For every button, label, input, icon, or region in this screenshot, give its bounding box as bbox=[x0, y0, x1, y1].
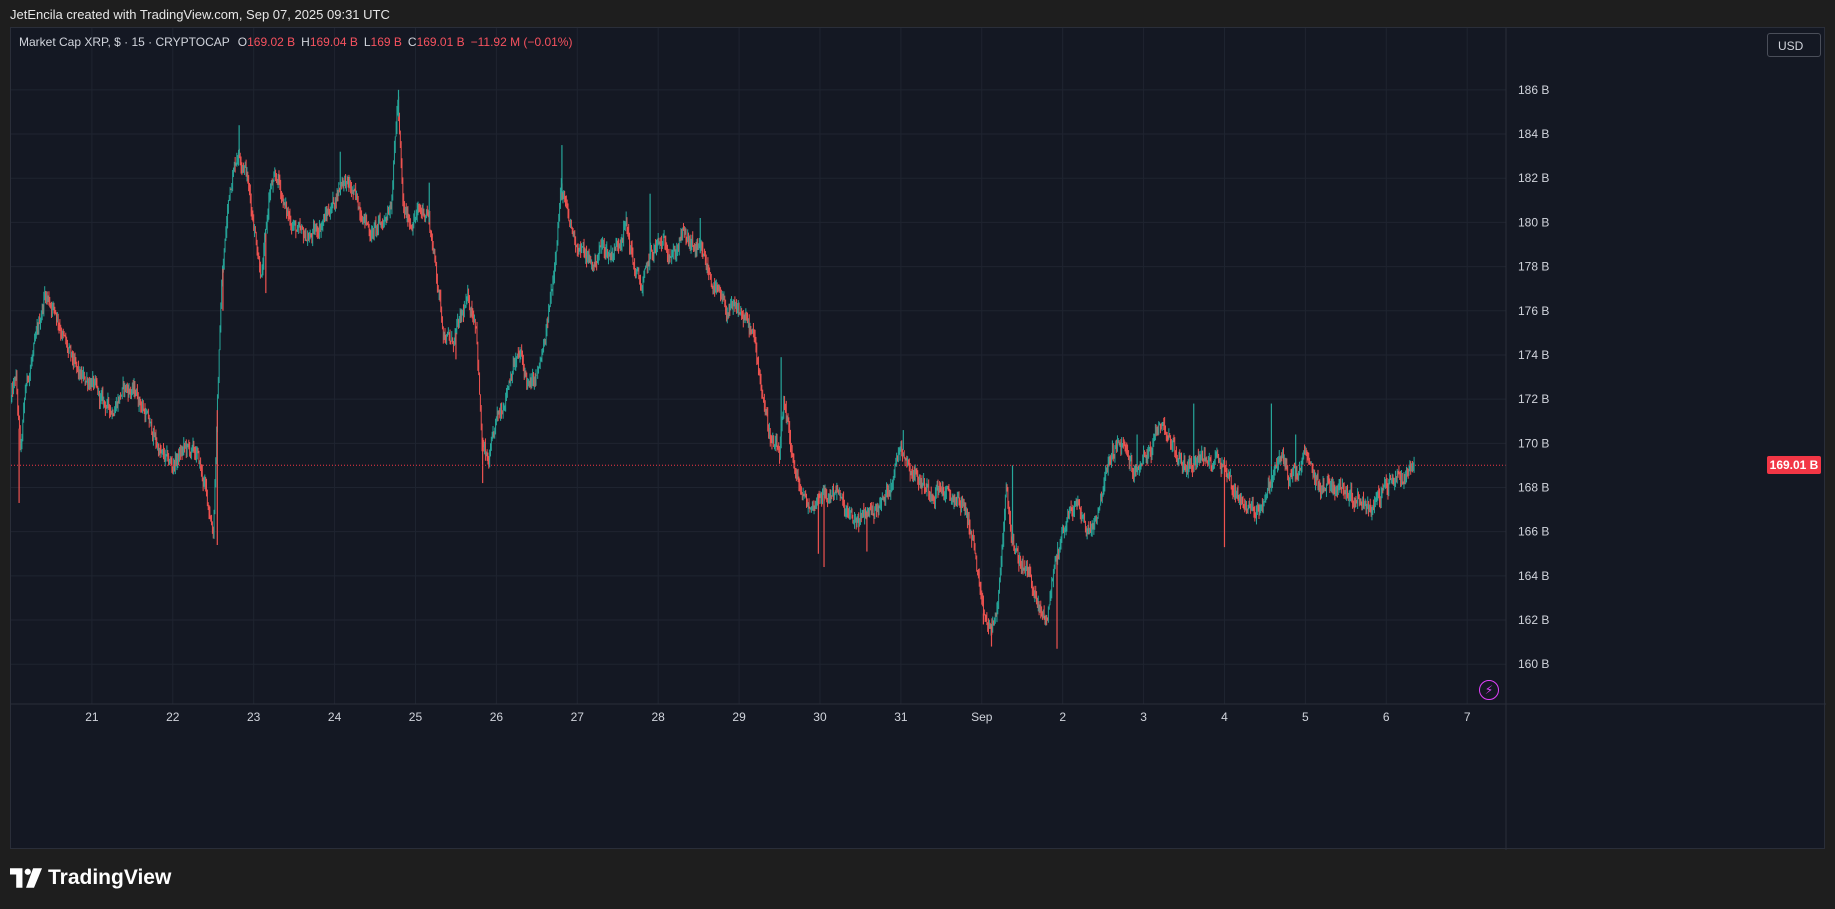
y-tick-label: 182 B bbox=[1518, 171, 1549, 185]
x-tick-label: 25 bbox=[409, 710, 423, 724]
open-value: 169.02 B bbox=[247, 35, 296, 49]
y-tick-label: 178 B bbox=[1518, 260, 1549, 274]
y-tick-label: 176 B bbox=[1518, 304, 1549, 318]
price-axis: 160 B 162 B 164 B 166 B 168 B 170 B 172 B 174 B… bbox=[11, 28, 1826, 850]
chart-area[interactable]: 160 B 162 B 164 B 166 B 168 B 170 B 172 B 174 B… bbox=[10, 27, 1826, 850]
price-chart[interactable]: 160 B 162 B 164 B 166 B 168 B 170 B 172 B 174 B… bbox=[11, 28, 1826, 850]
y-tick-label: 174 B bbox=[1518, 348, 1549, 362]
x-tick-label: 28 bbox=[652, 710, 666, 724]
y-tick-label: 164 B bbox=[1518, 569, 1549, 583]
x-tick-label: 5 bbox=[1302, 710, 1309, 724]
chart-grid bbox=[11, 28, 1506, 704]
open-key: O bbox=[237, 35, 248, 49]
y-tick-label: 166 B bbox=[1518, 525, 1549, 539]
symbol-legend: Market Cap XRP, $ · 15 · CRYPTOCAP O169.0… bbox=[19, 35, 578, 49]
chart-attribution: JetEncila created with TradingView.com, … bbox=[10, 7, 390, 22]
y-tick-label: 184 B bbox=[1518, 127, 1549, 141]
high-key: H bbox=[301, 35, 310, 49]
symbol-title: Market Cap XRP, $ · 15 · CRYPTOCAP bbox=[19, 35, 230, 49]
low-value: 169 B bbox=[370, 35, 402, 49]
tradingview-logo-icon bbox=[10, 868, 42, 888]
brand-name: TradingView bbox=[48, 866, 172, 889]
x-tick-label: 30 bbox=[813, 710, 827, 724]
low-key: L bbox=[363, 35, 371, 49]
high-value: 169.04 B bbox=[309, 35, 358, 49]
y-tick-label: 180 B bbox=[1518, 215, 1549, 229]
currency-selector-button[interactable]: USD bbox=[1767, 33, 1821, 57]
x-tick-label: 24 bbox=[328, 710, 342, 724]
close-key: C bbox=[407, 35, 417, 49]
x-tick-label: 21 bbox=[85, 710, 99, 724]
x-tick-label: Sep bbox=[971, 710, 993, 724]
x-tick-label: 27 bbox=[571, 710, 585, 724]
y-tick-label: 172 B bbox=[1518, 392, 1549, 406]
x-tick-label: 7 bbox=[1464, 710, 1471, 724]
candlestick-series bbox=[11, 89, 1415, 649]
y-tick-label: 186 B bbox=[1518, 83, 1549, 97]
last-price-label: 169.01 B bbox=[1767, 456, 1821, 475]
x-tick-label: 31 bbox=[894, 710, 908, 724]
y-tick-label: 160 B bbox=[1518, 657, 1549, 671]
y-tick-label: 170 B bbox=[1518, 436, 1549, 450]
x-tick-label: 29 bbox=[732, 710, 746, 724]
close-value: 169.01 B bbox=[416, 35, 465, 49]
x-tick-label: 3 bbox=[1140, 710, 1147, 724]
x-tick-label: 23 bbox=[247, 710, 261, 724]
lightning-icon[interactable]: ⚡ bbox=[1479, 680, 1499, 700]
y-tick-label: 162 B bbox=[1518, 613, 1549, 627]
x-tick-label: 26 bbox=[490, 710, 504, 724]
x-tick-label: 6 bbox=[1383, 710, 1390, 724]
x-tick-label: 2 bbox=[1059, 710, 1066, 724]
x-tick-label: 22 bbox=[166, 710, 180, 724]
y-tick-label: 168 B bbox=[1518, 481, 1549, 495]
x-tick-label: 4 bbox=[1221, 710, 1228, 724]
change-value: −11.92 M (−0.01%) bbox=[470, 35, 573, 49]
tradingview-logo[interactable]: TradingView bbox=[10, 866, 171, 890]
